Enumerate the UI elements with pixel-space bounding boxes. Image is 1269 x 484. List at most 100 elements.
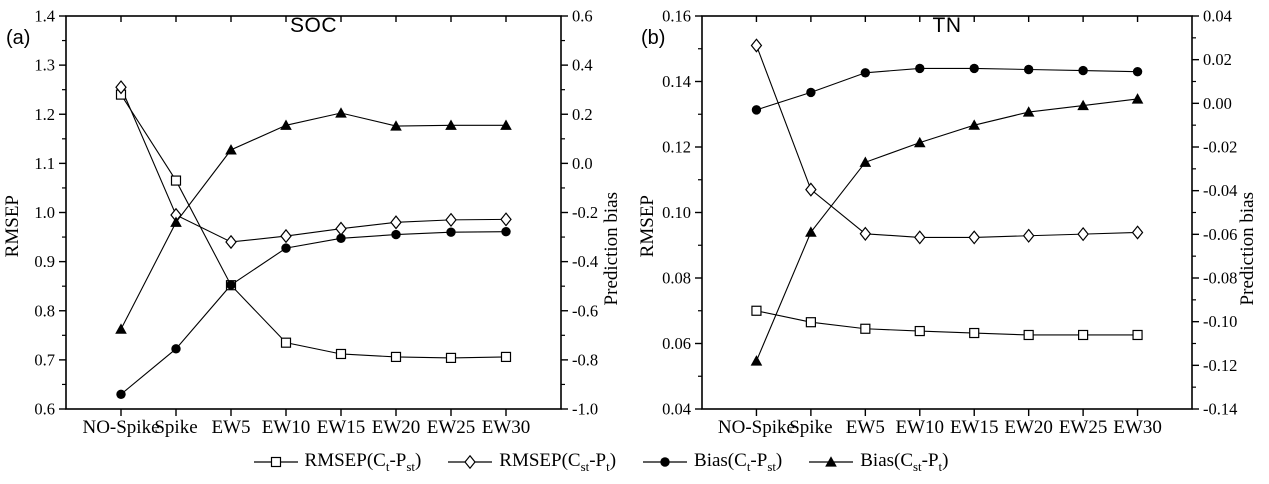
right-tick-label: -0.8 [572, 350, 598, 369]
legend: RMSEP(Ct-Pst) RMSEP(Cst-Pt) Bias(Ct-Pst) Bi… [0, 441, 1235, 483]
legend-item-rmsep-ct-pst: RMSEP(Ct-Pst) [253, 449, 422, 475]
y-axis-title-rmsep-b: RMSEP [637, 195, 658, 258]
series-line-rmsep-cst-pt [755, 45, 1138, 238]
marker-triangle-filled [750, 355, 763, 366]
marker-diamond-open [1022, 228, 1035, 243]
right-tick-label: -0.6 [572, 301, 598, 320]
category-label: EW15 [950, 417, 999, 438]
marker-circle-filled [969, 63, 979, 74]
marker-circle-filled [446, 227, 456, 237]
marker-circle-filled [1023, 64, 1034, 75]
category-label: NO-Spike [82, 417, 159, 438]
left-tick-label: 1.0 [34, 203, 55, 222]
y-axis-title-rmsep-a: RMSEP [2, 195, 23, 258]
marker-square-open [170, 175, 182, 186]
marker-diamond-open [859, 226, 872, 241]
category-label: EW10 [262, 417, 311, 438]
marker-triangle-filled [115, 323, 127, 334]
marker-square-open [335, 348, 347, 360]
right-tick-label: -0.02 [1203, 138, 1237, 157]
y-axis-title-bias-b: Prediction bias [1237, 192, 1258, 306]
right-tick-label: -0.04 [1203, 181, 1237, 200]
marker-circle-filled [391, 229, 401, 240]
series-line-rmsep-cst-pt [120, 87, 507, 243]
series-line-rmsep-ct-pst [120, 94, 507, 359]
plot-box [701, 15, 1193, 410]
marker-triangle-filled [390, 120, 402, 131]
chart-title-soc: SOC [289, 14, 337, 37]
right-tick-label: -0.4 [572, 252, 598, 271]
left-tick-label: 0.6 [34, 400, 55, 419]
marker-triangle-filled [225, 144, 237, 155]
marker-circle-filled [751, 105, 762, 115]
category-label: EW30 [482, 417, 531, 438]
marker-circle-filled [915, 63, 925, 74]
marker-circle-filled [660, 457, 670, 467]
marker-diamond-open [1131, 225, 1144, 240]
category-label: NO-Spike [718, 417, 795, 438]
marker-square-open [280, 337, 292, 348]
marker-circle-filled [1078, 65, 1088, 76]
right-tick-label: -0.2 [572, 203, 598, 222]
right-tick-label: 0.00 [1203, 94, 1232, 113]
marker-triangle-filled [445, 119, 457, 130]
left-tick-label: 0.06 [662, 334, 691, 353]
marker-square-open [1023, 329, 1034, 341]
category-label: Spike [789, 417, 832, 438]
series-line-bias-ct-pst [756, 67, 1138, 111]
left-tick-label: 0.9 [34, 252, 55, 271]
marker-diamond-open [968, 230, 980, 245]
marker-circle-filled [171, 344, 181, 354]
legend-item-bias-ct-pst: Bias(Ct-Pst) [642, 450, 782, 475]
category-label: EW5 [846, 417, 885, 438]
marker-diamond-open [115, 80, 127, 95]
left-tick-label: 0.14 [662, 72, 691, 91]
left-tick-label: 0.10 [662, 203, 691, 222]
left-tick-label: 1.2 [34, 105, 55, 124]
marker-triangle-filled [170, 216, 182, 227]
chart-panel-tn: 0.04 0.06 0.08 0.10 0.12 0.14 0.16 -0.14 -0.12 -0… [662, 7, 1237, 439]
marker-diamond-open [445, 212, 457, 228]
category-label: EW5 [211, 417, 250, 438]
marker-triangle-filled [280, 119, 292, 130]
left-tick-label: 0.12 [662, 138, 691, 157]
marker-square-open [914, 325, 925, 337]
right-tick-label: -0.06 [1203, 225, 1237, 244]
marker-circle-filled [1132, 66, 1143, 77]
right-tick-label: -0.14 [1203, 400, 1237, 419]
marker-square-open [751, 305, 762, 316]
marker-triangle-filled [825, 456, 838, 467]
left-tick-label: 0.7 [34, 350, 55, 369]
legend-item-bias-cst-pt: Bias(Cst-Pt) [808, 450, 948, 475]
right-tick-label: 0.2 [572, 105, 593, 124]
marker-square-open [445, 352, 457, 364]
marker-triangle-filled [805, 226, 817, 237]
marker-square-open [969, 327, 980, 339]
chart-title-tn: TN [932, 14, 962, 37]
legend-label: Bias(Ct-Pst) [694, 449, 783, 474]
legend-label: RMSEP(Ct-Pst) [304, 449, 422, 474]
left-tick-label: 0.16 [662, 7, 691, 26]
left-tick-label: 1.4 [34, 7, 55, 26]
category-label: EW20 [372, 417, 421, 438]
marker-circle-filled [281, 243, 291, 253]
series-line-bias-cst-pt [120, 112, 506, 330]
marker-circle-filled [226, 280, 236, 290]
marker-diamond-open [500, 212, 512, 227]
marker-triangle-filled [968, 119, 981, 130]
marker-triangle-filled [500, 119, 512, 130]
legend-marker-diamond-open [448, 454, 493, 470]
marker-circle-filled [116, 389, 126, 399]
right-tick-label: -0.10 [1203, 312, 1237, 331]
right-tick-label: 0.04 [1203, 7, 1232, 26]
series-line-bias-cst-pt [755, 98, 1138, 362]
legend-marker-circle-filled [643, 457, 688, 467]
legend-marker-square-open [253, 456, 298, 468]
legend-label: Bias(Cst-Pt) [860, 449, 949, 474]
legend-item-rmsep-cst-pt: RMSEP(Cst-Pt) [447, 450, 616, 475]
marker-circle-filled [806, 87, 816, 98]
marker-triangle-filled [335, 107, 347, 118]
plot-box [65, 15, 562, 410]
left-tick-label: 0.04 [662, 400, 691, 419]
